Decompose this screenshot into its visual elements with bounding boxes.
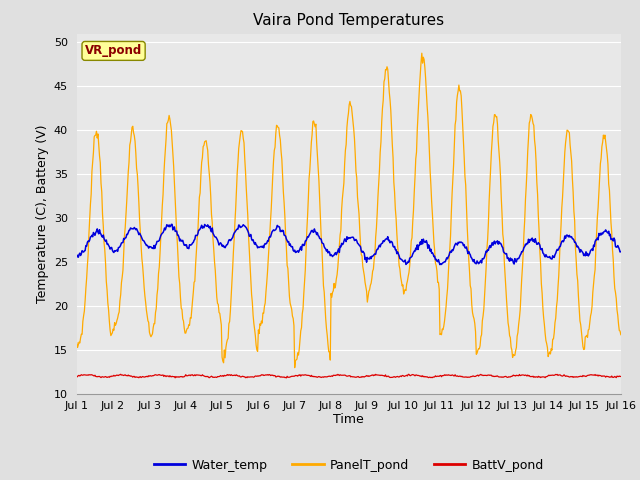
- Legend: Water_temp, PanelT_pond, BattV_pond: Water_temp, PanelT_pond, BattV_pond: [149, 454, 548, 477]
- Y-axis label: Temperature (C), Battery (V): Temperature (C), Battery (V): [36, 124, 49, 303]
- Text: VR_pond: VR_pond: [85, 44, 142, 58]
- X-axis label: Time: Time: [333, 413, 364, 426]
- Title: Vaira Pond Temperatures: Vaira Pond Temperatures: [253, 13, 444, 28]
